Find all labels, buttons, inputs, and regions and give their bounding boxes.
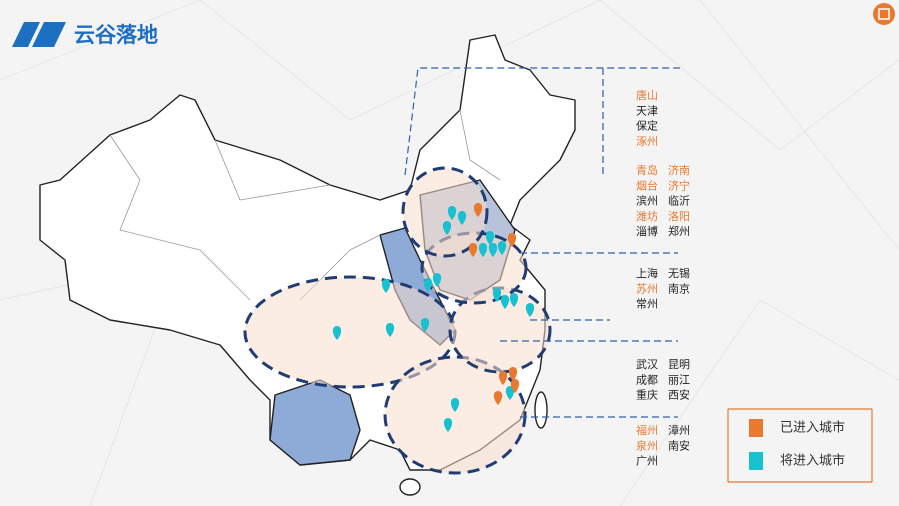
city-name: 临沂 [668,194,690,208]
city-name: 常州 [636,298,658,311]
city-pins [332,203,535,432]
pin [443,418,453,432]
pin [447,206,457,220]
pin [332,326,342,340]
title: 云谷落地 [74,23,158,47]
city-name: 烟台 [636,178,658,192]
city-name: 天津 [636,104,658,117]
city-name: 唐山 [636,88,658,102]
pin [492,288,502,302]
city-name: 南安 [668,438,690,452]
pin [385,323,395,337]
pin [468,243,478,257]
connector-lines [404,67,680,418]
city-name: 成都 [636,373,658,386]
city-name: 济南 [668,163,690,177]
city-name: 无锡 [668,266,690,280]
corner-icon-glyph [878,8,890,20]
pin [509,293,519,307]
city-name: 南京 [668,281,690,295]
pin [525,303,535,317]
city-name: 潍坊 [636,209,658,223]
pin [493,391,503,405]
city-name: 上海 [636,266,658,280]
city-name: 泉州 [636,438,658,452]
pin [381,279,391,293]
pin [488,243,498,257]
pin [498,371,508,385]
pin [510,379,520,393]
pin [473,203,483,217]
corner-icon[interactable] [873,3,895,25]
legend-label: 将进入城市 [780,453,845,469]
pin [505,386,515,400]
pin [450,398,460,412]
pin [508,367,518,381]
pin [485,231,495,245]
city-name: 涿州 [636,135,658,148]
legend-swatch [749,419,763,437]
city-name: 西安 [668,388,690,402]
pin [478,243,488,257]
city-name: 武汉 [636,358,658,371]
pin [500,295,510,309]
city-name: 保定 [636,119,658,133]
city-name: 滨州 [636,194,658,208]
title-icon [12,22,66,47]
pin [442,221,452,235]
city-name: 重庆 [636,388,658,402]
city-name: 苏州 [636,282,658,295]
pin [420,318,430,332]
city-name: 济宁 [668,178,690,192]
city-name: 淄博 [636,225,658,238]
legend-label: 已进入城市 [780,420,845,436]
pin [507,233,517,247]
city-name: 广州 [636,455,658,468]
city-name: 昆明 [668,358,690,371]
city-name: 漳州 [668,423,690,437]
city-name: 郑州 [668,224,690,238]
city-name: 青岛 [636,163,658,177]
pin [497,241,507,255]
city-name: 福州 [636,423,658,437]
pin [423,278,433,292]
city-name: 洛阳 [668,209,690,223]
city-name: 丽江 [668,373,690,386]
pin [432,273,442,287]
pin [457,211,467,225]
legend-swatch [749,452,763,470]
